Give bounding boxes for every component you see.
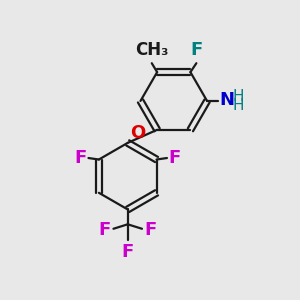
Text: F: F bbox=[122, 243, 134, 261]
Text: F: F bbox=[190, 41, 202, 59]
Text: H: H bbox=[232, 98, 244, 113]
Text: O: O bbox=[130, 124, 145, 142]
Text: CH₃: CH₃ bbox=[135, 41, 169, 59]
Text: N: N bbox=[219, 91, 234, 109]
Text: F: F bbox=[99, 221, 111, 239]
Text: F: F bbox=[74, 149, 86, 167]
Text: F: F bbox=[144, 221, 157, 239]
Text: F: F bbox=[168, 149, 181, 167]
Text: H: H bbox=[232, 89, 244, 104]
